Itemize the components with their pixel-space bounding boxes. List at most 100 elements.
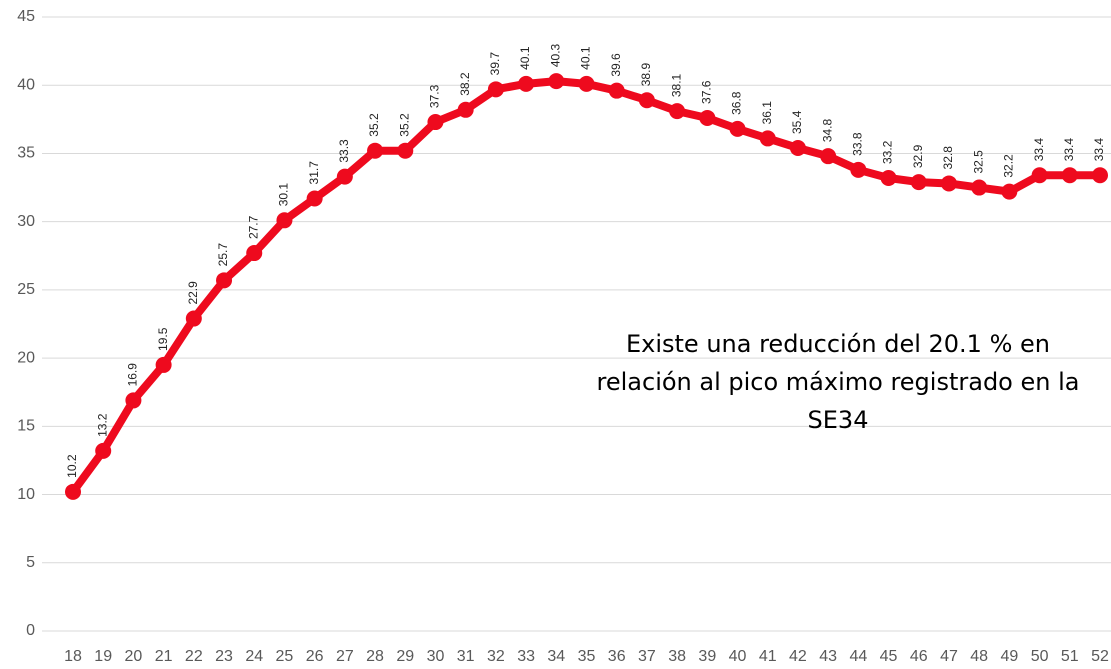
marker — [306, 190, 323, 207]
x-tick-label: 35 — [578, 648, 596, 665]
value-label: 25.7 — [216, 243, 230, 267]
marker — [820, 148, 837, 165]
y-tick-label: 40 — [17, 76, 35, 93]
x-tick-label: 42 — [789, 648, 807, 665]
x-tick-label: 28 — [366, 648, 384, 665]
value-label: 32.9 — [911, 144, 925, 168]
value-label: 33.2 — [881, 140, 895, 164]
marker — [125, 392, 142, 409]
value-label: 38.1 — [669, 73, 683, 97]
x-tick-label: 23 — [215, 648, 233, 665]
x-tick-label: 32 — [487, 648, 505, 665]
marker — [789, 139, 806, 156]
y-tick-label: 45 — [17, 8, 35, 25]
marker — [910, 174, 927, 191]
x-tick-label: 24 — [245, 648, 263, 665]
y-tick-label: 30 — [17, 213, 35, 230]
marker — [487, 81, 504, 98]
value-label: 31.7 — [307, 161, 321, 185]
value-label: 36.1 — [760, 101, 774, 125]
marker — [850, 161, 867, 178]
marker — [457, 101, 474, 118]
value-label: 32.8 — [941, 146, 955, 170]
value-label: 35.2 — [397, 113, 411, 137]
value-label: 38.9 — [639, 63, 653, 87]
y-tick-label: 35 — [17, 145, 35, 162]
x-tick-label: 51 — [1061, 648, 1079, 665]
x-tick-label: 34 — [547, 648, 565, 665]
marker — [729, 120, 746, 137]
value-label: 33.3 — [337, 139, 351, 163]
value-label: 32.5 — [971, 150, 985, 174]
x-tick-label: 29 — [396, 648, 414, 665]
x-tick-label: 50 — [1031, 648, 1049, 665]
value-label: 40.3 — [548, 43, 562, 67]
marker — [1092, 167, 1108, 184]
x-tick-label: 31 — [457, 648, 475, 665]
marker — [216, 272, 233, 289]
value-label: 33.4 — [1062, 138, 1076, 162]
marker — [246, 245, 263, 262]
value-label: 35.4 — [790, 110, 804, 134]
x-tick-label: 39 — [698, 648, 716, 665]
marker — [940, 175, 957, 192]
x-tick-label: 38 — [668, 648, 686, 665]
marker — [427, 114, 444, 131]
marker — [971, 179, 988, 196]
value-label: 35.2 — [367, 113, 381, 137]
x-tick-label: 22 — [185, 648, 203, 665]
value-label: 22.9 — [186, 281, 200, 305]
x-tick-label: 20 — [125, 648, 143, 665]
x-tick-label: 46 — [910, 648, 928, 665]
marker — [65, 483, 81, 500]
annotation: SE34 — [808, 406, 869, 434]
value-label: 36.8 — [730, 91, 744, 115]
x-tick-label: 27 — [336, 648, 354, 665]
value-label: 33.4 — [1032, 138, 1046, 162]
value-label: 27.7 — [246, 215, 260, 239]
x-tick-label: 36 — [608, 648, 626, 665]
y-tick-label: 10 — [17, 486, 35, 503]
value-label: 13.2 — [95, 413, 109, 437]
x-tick-label: 47 — [940, 648, 958, 665]
marker — [548, 73, 565, 90]
marker — [578, 75, 595, 92]
marker — [669, 103, 686, 120]
value-label: 37.6 — [699, 80, 713, 104]
value-label: 39.6 — [609, 53, 623, 77]
y-tick-label: 5 — [26, 554, 35, 571]
x-tick-label: 48 — [970, 648, 988, 665]
value-label: 16.9 — [126, 363, 140, 387]
value-label: 32.2 — [1002, 154, 1016, 178]
x-tick-label: 40 — [729, 648, 747, 665]
marker — [95, 442, 112, 459]
x-tick-label: 37 — [638, 648, 656, 665]
y-tick-label: 25 — [17, 281, 35, 298]
value-label: 34.8 — [820, 118, 834, 142]
marker — [699, 109, 716, 126]
x-tick-label: 25 — [276, 648, 294, 665]
x-tick-label: 30 — [427, 648, 445, 665]
x-tick-label: 21 — [155, 648, 173, 665]
x-tick-label: 33 — [517, 648, 535, 665]
y-tick-label: 0 — [26, 622, 35, 639]
x-tick-label: 52 — [1091, 648, 1109, 665]
marker — [155, 356, 172, 373]
marker — [185, 310, 202, 327]
marker — [759, 130, 776, 147]
value-label: 40.1 — [579, 46, 593, 70]
x-tick-label: 18 — [64, 648, 82, 665]
value-label: 33.8 — [851, 132, 865, 156]
annotation: Existe una reducción del 20.1 % en — [626, 330, 1050, 358]
x-tick-label: 43 — [819, 648, 837, 665]
value-label: 10.2 — [65, 454, 79, 478]
value-label: 33.4 — [1092, 138, 1106, 162]
marker — [608, 82, 625, 99]
y-tick-label: 15 — [17, 418, 35, 435]
marker — [336, 168, 353, 185]
x-tick-label: 41 — [759, 648, 777, 665]
marker — [367, 142, 384, 159]
marker — [397, 142, 414, 159]
